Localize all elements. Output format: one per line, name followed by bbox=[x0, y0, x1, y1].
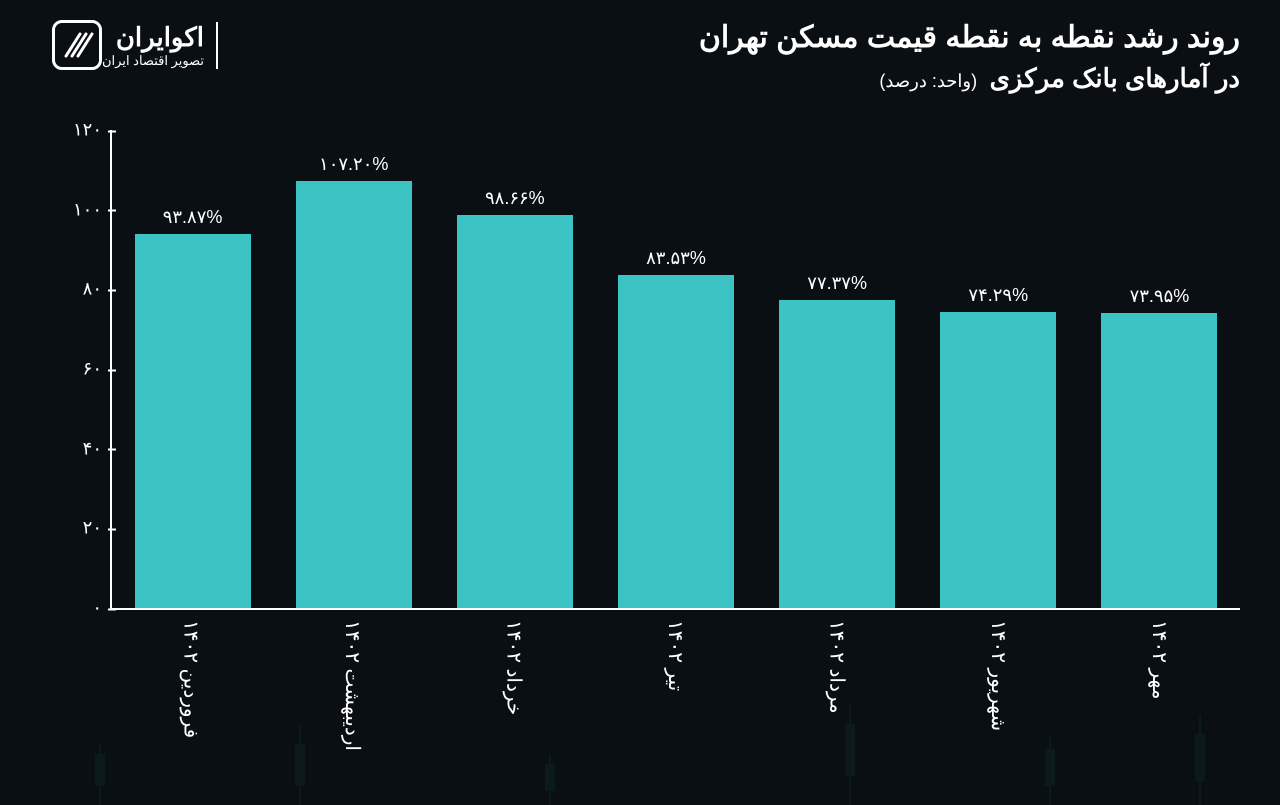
bar-value-label: ۹۳.۸۷% bbox=[163, 207, 223, 228]
bar bbox=[296, 181, 412, 608]
x-axis-labels: فروردین ۱۴۰۲اردیبهشت ۱۴۰۲خرداد ۱۴۰۲تیر ۱… bbox=[110, 620, 1240, 751]
bar-value-label: ۷۷.۳۷% bbox=[807, 273, 867, 294]
bar-slot: ۷۷.۳۷% bbox=[757, 130, 918, 608]
plot: ۹۳.۸۷% ۱۰۷.۲۰% ۹۸.۶۶% ۸۳.۵۳% ۷۷.۳۷% ۷۴.۲۹% ۷۳.… bbox=[110, 130, 1240, 610]
bar-slot: ۸۳.۵۳% bbox=[595, 130, 756, 608]
y-tick: ۱۰۰ bbox=[62, 199, 102, 220]
brand-text: اکوایران تصویر اقتصاد ایران bbox=[102, 22, 218, 69]
y-tick: ۱۲۰ bbox=[62, 120, 102, 141]
brand-name: اکوایران bbox=[102, 22, 204, 53]
chart-title-line1: روند رشد نقطه به نقطه قیمت مسکن تهران bbox=[699, 20, 1240, 55]
x-label: اردیبهشت ۱۴۰۲ bbox=[271, 620, 432, 751]
x-label: مرداد ۱۴۰۲ bbox=[756, 620, 917, 751]
bar-value-label: ۷۴.۲۹% bbox=[968, 285, 1028, 306]
x-label: فروردین ۱۴۰۲ bbox=[110, 620, 271, 751]
bar-slot: ۷۴.۲۹% bbox=[918, 130, 1079, 608]
y-tick: ۲۰ bbox=[62, 518, 102, 539]
y-tick: ۴۰ bbox=[62, 438, 102, 459]
brand-icon bbox=[52, 20, 102, 70]
x-label: تیر ۱۴۰۲ bbox=[594, 620, 755, 751]
bar bbox=[618, 275, 734, 608]
bar-slot: ۹۳.۸۷% bbox=[112, 130, 273, 608]
bar bbox=[135, 234, 251, 608]
bar-value-label: ۹۸.۶۶% bbox=[485, 188, 545, 209]
bars-container: ۹۳.۸۷% ۱۰۷.۲۰% ۹۸.۶۶% ۸۳.۵۳% ۷۷.۳۷% ۷۴.۲۹% ۷۳.… bbox=[112, 130, 1240, 608]
y-tick: ۸۰ bbox=[62, 279, 102, 300]
bar-value-label: ۸۳.۵۳% bbox=[646, 248, 706, 269]
brand-subtitle: تصویر اقتصاد ایران bbox=[102, 53, 204, 69]
chart-area: ۹۳.۸۷% ۱۰۷.۲۰% ۹۸.۶۶% ۸۳.۵۳% ۷۷.۳۷% ۷۴.۲۹% ۷۳.… bbox=[60, 130, 1240, 765]
y-tick: ۶۰ bbox=[62, 359, 102, 380]
bar-slot: ۱۰۷.۲۰% bbox=[273, 130, 434, 608]
bar-value-label: ۷۳.۹۵% bbox=[1130, 286, 1190, 307]
brand-logo: اکوایران تصویر اقتصاد ایران bbox=[40, 20, 218, 70]
bar-slot: ۷۳.۹۵% bbox=[1079, 130, 1240, 608]
chart-title-block: روند رشد نقطه به نقطه قیمت مسکن تهران در… bbox=[699, 20, 1240, 94]
chart-title-line2: در آمارهای بانک مرکزی bbox=[990, 63, 1240, 93]
header: روند رشد نقطه به نقطه قیمت مسکن تهران در… bbox=[0, 20, 1280, 94]
chart-unit: (واحد: درصد) bbox=[879, 71, 977, 91]
bar-slot: ۹۸.۶۶% bbox=[434, 130, 595, 608]
bar bbox=[779, 300, 895, 608]
bar bbox=[457, 215, 573, 608]
y-tick: ۰ bbox=[62, 598, 102, 619]
x-label: خرداد ۱۴۰۲ bbox=[433, 620, 594, 751]
x-label: مهر ۱۴۰۲ bbox=[1079, 620, 1240, 751]
x-label: شهریور ۱۴۰۲ bbox=[917, 620, 1078, 751]
bar bbox=[1101, 313, 1217, 608]
bar bbox=[940, 312, 1056, 608]
bar-value-label: ۱۰۷.۲۰% bbox=[319, 154, 388, 175]
chart-title-line2-row: در آمارهای بانک مرکزی (واحد: درصد) bbox=[699, 63, 1240, 94]
